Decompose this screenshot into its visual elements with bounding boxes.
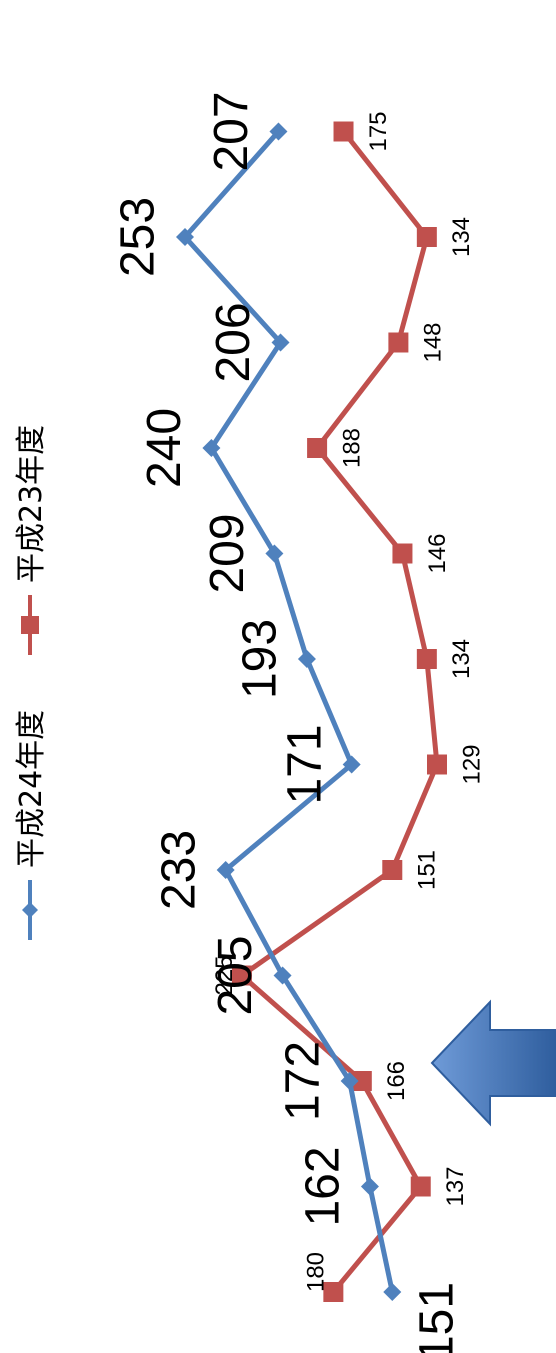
data-label-series-1: 172 [276, 1041, 329, 1121]
series-1-point [383, 1283, 402, 1301]
series-2-point [416, 227, 437, 247]
series-2-point [351, 1071, 372, 1091]
series-1-line [182, 129, 395, 1293]
data-label-series-2: 137 [442, 1166, 469, 1206]
data-label-series-1: 207 [205, 91, 258, 171]
series-1-point [271, 333, 290, 352]
series-2-line [239, 129, 440, 1294]
data-label-series-1: 171 [278, 724, 331, 804]
series-2-point [388, 332, 409, 353]
series-1-point [273, 966, 292, 985]
legend-item-series-2: 平成23年度 [14, 425, 49, 655]
data-label-series-1: 193 [234, 619, 287, 699]
series-2-point [410, 1176, 431, 1197]
legend-item-series-1: 平成24年度 [14, 710, 49, 940]
data-label-series-2: 129 [458, 744, 485, 784]
series-2-point [416, 649, 437, 669]
series-1 [176, 122, 402, 1301]
series-1-point [342, 755, 361, 774]
series-1-point [340, 1072, 359, 1090]
legend-label-series-1: 平成24年度 [14, 710, 49, 868]
legend-label-series-2: 平成23年度 [14, 425, 49, 583]
data-label-series-1: 240 [138, 408, 191, 488]
series-2 [231, 121, 447, 1302]
series-1-point [265, 544, 284, 563]
series-1-point [216, 861, 235, 879]
data-label-series-2: 148 [420, 322, 447, 362]
series-1-point [297, 650, 316, 668]
data-label-series-1: 206 [207, 302, 260, 382]
series-1-point [269, 122, 288, 141]
highlight-arrow [430, 999, 556, 1127]
data-label-series-2: 175 [365, 111, 392, 151]
series-1-point [202, 439, 221, 457]
data-label-series-2: 225 [211, 955, 238, 995]
data-label-series-2: 166 [383, 1061, 410, 1101]
data-label-series-2: 180 [303, 1252, 330, 1292]
data-label-series-2: 151 [414, 850, 441, 890]
data-label-series-1: 162 [297, 1146, 350, 1226]
data-label-series-1: 209 [201, 513, 254, 593]
legend: 平成24年度 平成23年度 [14, 425, 49, 940]
data-label-series-2: 134 [448, 639, 475, 679]
data-label-series-1: 151 [411, 1282, 464, 1353]
data-label-series-1: 233 [152, 830, 205, 910]
series-2-point [382, 860, 403, 880]
data-label-series-1: 205 [209, 935, 262, 1015]
data-label-series-2: 146 [424, 533, 451, 573]
series-1-point [360, 1177, 379, 1196]
series-2-point [231, 965, 252, 986]
data-label-series-1: 253 [112, 197, 165, 277]
series-1-point [176, 228, 194, 246]
series-2-point [427, 754, 447, 775]
series-2-point [323, 1282, 344, 1302]
series-2-point [307, 438, 328, 458]
data-label-series-2: 134 [448, 217, 475, 257]
data-label-series-2: 188 [338, 428, 365, 468]
series-2-point [333, 121, 354, 142]
series-2-point [392, 543, 413, 564]
